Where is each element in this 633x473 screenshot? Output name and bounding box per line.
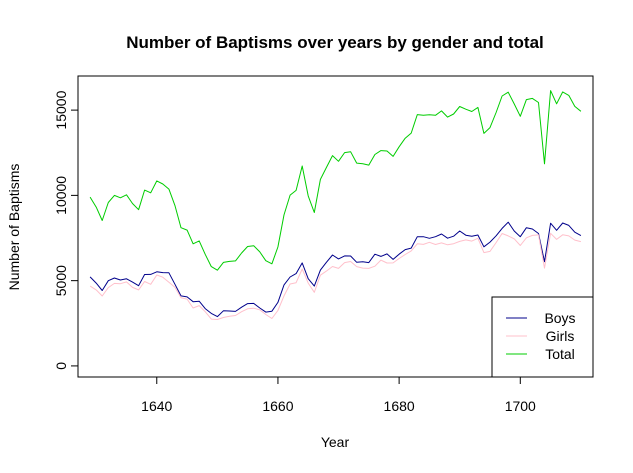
x-axis-label: Year bbox=[321, 434, 350, 450]
series-line-total bbox=[89, 90, 582, 271]
y-axis-label: Number of Baptisms bbox=[6, 164, 22, 291]
y-tick-label: 5000 bbox=[53, 265, 69, 296]
x-tick-label: 1660 bbox=[262, 398, 293, 414]
plot-area bbox=[77, 75, 594, 378]
legend-label-girls: Girls bbox=[546, 328, 575, 344]
legend-label-boys: Boys bbox=[544, 310, 575, 326]
x-axis: 1640 1660 1680 1700 bbox=[141, 377, 536, 414]
series-line-boys bbox=[89, 221, 582, 318]
legend-label-total: Total bbox=[545, 346, 575, 362]
y-axis: 0 5000 10000 15000 bbox=[53, 90, 78, 370]
chart-title: Number of Baptisms over years by gender … bbox=[126, 33, 544, 52]
x-tick-label: 1680 bbox=[384, 398, 415, 414]
series-line-girls bbox=[89, 232, 582, 320]
legend-box bbox=[491, 296, 594, 378]
series-layer bbox=[89, 90, 582, 320]
x-tick-label: 1640 bbox=[141, 398, 172, 414]
x-tick-label: 1700 bbox=[505, 398, 536, 414]
legend: Boys Girls Total bbox=[491, 296, 594, 378]
y-tick-label: 15000 bbox=[53, 90, 69, 129]
y-tick-label: 0 bbox=[53, 362, 69, 370]
y-tick-label: 10000 bbox=[53, 176, 69, 215]
